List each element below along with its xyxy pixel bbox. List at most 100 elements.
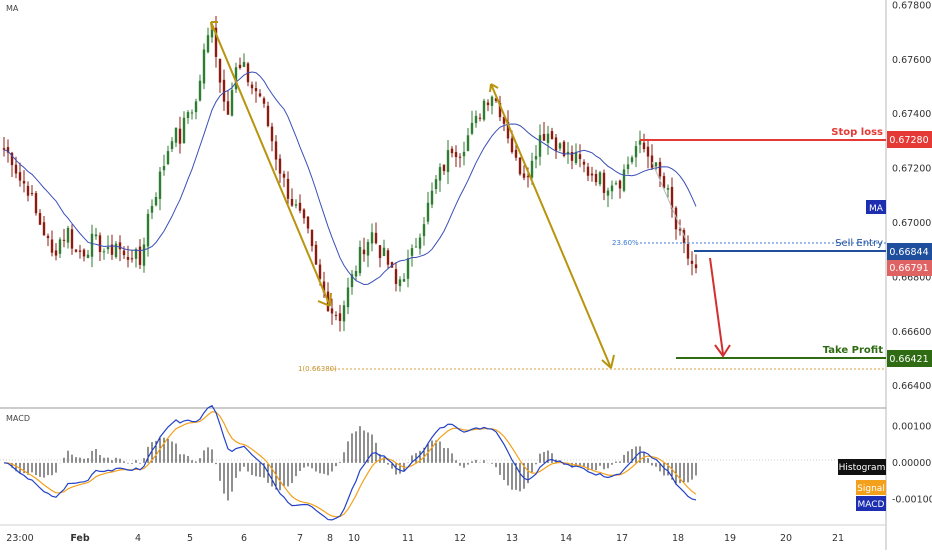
macd-badge-label: MACD xyxy=(858,500,885,510)
candle-body xyxy=(150,205,154,213)
candle-body xyxy=(218,58,222,83)
candle-body xyxy=(78,250,82,252)
gold-arrow-1-tail xyxy=(210,21,218,31)
candle-body xyxy=(442,164,446,172)
candle-body xyxy=(594,173,598,183)
candle-body xyxy=(514,149,518,158)
candle-body xyxy=(454,152,458,158)
ma-badge-label: MA xyxy=(869,204,884,214)
time-label: 7 xyxy=(297,533,303,544)
candle-body xyxy=(642,142,646,150)
candle-body xyxy=(10,152,14,166)
candle-body xyxy=(374,232,378,244)
candle-body xyxy=(694,264,698,269)
candle-body xyxy=(170,141,174,149)
time-label: 21 xyxy=(832,533,844,544)
candle-body xyxy=(678,229,682,231)
candle-body xyxy=(338,313,342,321)
time-label: Feb xyxy=(70,533,90,544)
candle-body xyxy=(178,128,182,144)
candle-body xyxy=(142,244,146,266)
candle-body xyxy=(130,258,134,260)
candle-body xyxy=(262,98,266,104)
time-label: 20 xyxy=(780,533,792,544)
red-target-arrow-head xyxy=(714,344,731,358)
candle-body xyxy=(502,117,506,124)
candle-body xyxy=(194,101,198,113)
price-tick-label: 0.67800 xyxy=(892,0,931,11)
candle-body xyxy=(586,166,590,176)
candle-body xyxy=(166,151,170,165)
candle-body xyxy=(606,190,610,196)
candle-body xyxy=(622,169,626,191)
candle-body xyxy=(6,147,10,153)
candle-body xyxy=(354,271,358,277)
candle-body xyxy=(222,79,226,102)
candle-body xyxy=(378,245,382,259)
time-label: 19 xyxy=(724,533,736,544)
candle-body xyxy=(554,137,558,151)
sell-entry-badge: 0.66844 xyxy=(887,243,932,260)
macd-line xyxy=(3,404,697,521)
gold-arrow-1-head xyxy=(317,292,332,307)
candle-body xyxy=(54,250,58,256)
candle-body xyxy=(490,96,494,106)
candle-body xyxy=(650,155,654,168)
candle-body xyxy=(658,161,662,177)
candle-body xyxy=(186,112,190,119)
candle-body xyxy=(238,64,242,68)
candle-body xyxy=(386,250,390,265)
candle-body xyxy=(22,180,26,184)
candle-body xyxy=(330,308,334,314)
candle-body xyxy=(414,246,418,248)
candle-body xyxy=(94,234,98,237)
gold-arrow-2 xyxy=(490,83,612,369)
candle-body xyxy=(434,179,438,190)
candle-body xyxy=(402,279,406,282)
candle-body xyxy=(418,237,422,249)
candle-body xyxy=(470,122,474,134)
candle-body xyxy=(310,229,314,247)
candle-body xyxy=(102,251,106,253)
time-label: 10 xyxy=(348,533,360,544)
candle-body xyxy=(98,235,102,253)
candle-body xyxy=(438,167,442,181)
red-target-arrow xyxy=(709,257,724,355)
candle-body xyxy=(534,156,538,160)
time-label: 18 xyxy=(672,533,684,544)
candle-body xyxy=(202,49,206,84)
candle-body xyxy=(362,249,366,255)
candle-body xyxy=(686,244,690,259)
candle-body xyxy=(286,178,290,199)
candle-body xyxy=(190,112,194,114)
candle-body xyxy=(14,164,18,174)
candle-body xyxy=(394,269,398,284)
candle-body xyxy=(430,190,434,205)
candle-body xyxy=(58,239,62,254)
candle-body xyxy=(598,172,602,185)
price-tick-label: 0.66600 xyxy=(892,327,931,338)
take-profit-label: Take Profit xyxy=(823,345,883,356)
candle-body xyxy=(270,126,274,142)
stop-loss-label: Stop loss xyxy=(831,127,883,138)
candle-body xyxy=(626,164,630,170)
candle-body xyxy=(662,176,666,188)
candle-body xyxy=(542,134,546,141)
candle-body xyxy=(486,102,490,106)
candle-body xyxy=(422,224,426,237)
candle-body xyxy=(290,198,294,206)
candle-body xyxy=(538,135,542,157)
price-tick-label: 0.67000 xyxy=(892,218,931,229)
candle-body xyxy=(138,246,142,265)
signal-badge-label: Signal xyxy=(857,484,885,494)
price-tick-label: 0.67200 xyxy=(892,164,931,175)
candle-body xyxy=(674,207,678,230)
candle-body xyxy=(298,202,302,211)
candle-body xyxy=(350,274,354,288)
candle-body xyxy=(146,213,150,247)
candle-body xyxy=(114,243,118,258)
time-label: 13 xyxy=(506,533,518,544)
histogram-badge: Histogram xyxy=(838,459,886,475)
candle-body xyxy=(278,158,282,174)
gold-arrows xyxy=(210,21,615,369)
